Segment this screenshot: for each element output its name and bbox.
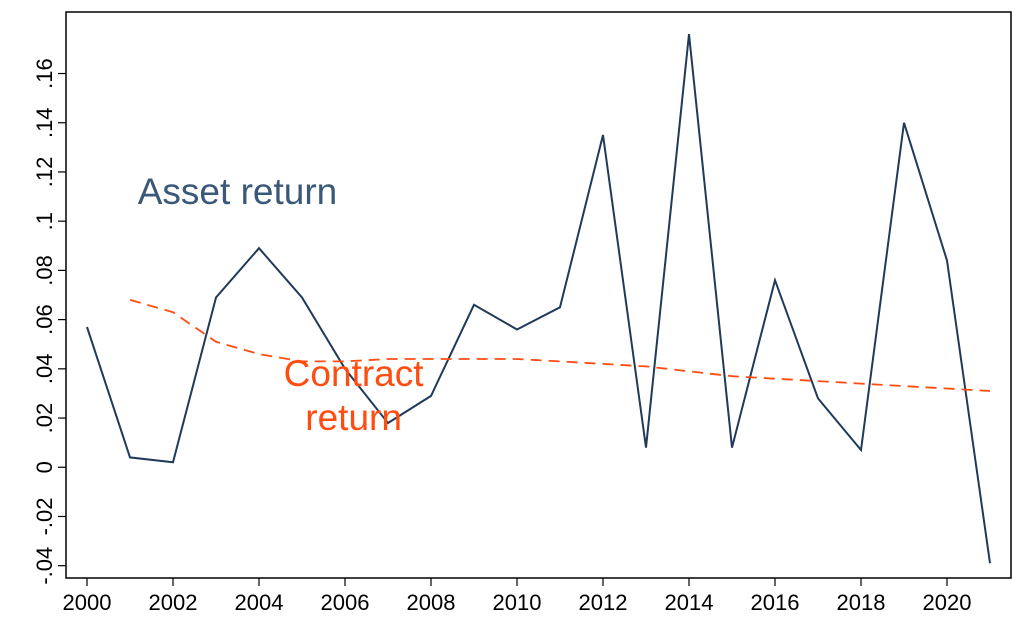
x-tick-label: 2018 [837, 590, 886, 615]
x-tick-label: 2002 [149, 590, 198, 615]
series-line-asset-return [86, 33, 991, 564]
y-tick-label: .12 [32, 157, 57, 188]
y-tick-label: .14 [32, 107, 57, 138]
series-line-contract-return [129, 299, 991, 392]
y-tick-label: -.04 [32, 547, 57, 585]
y-tick-label: .1 [32, 212, 57, 230]
x-tick-label: 2012 [579, 590, 628, 615]
x-tick-label: 2000 [63, 590, 112, 615]
annotation-line: return [305, 397, 402, 438]
series-annotation: Contract return [284, 353, 425, 438]
y-axis: -.04 -.02 0 .02 .04 .06 .08 .1 .12 .14 .16 [32, 58, 66, 585]
y-tick-label: .02 [32, 403, 57, 434]
y-tick-label: .06 [32, 304, 57, 335]
annotation-layer: Asset return Contract return [138, 171, 424, 438]
series-annotation: Asset return [138, 171, 337, 212]
y-tick-label: .16 [32, 58, 57, 89]
x-tick-label: 2020 [923, 590, 972, 615]
annotation-line: Asset return [138, 171, 337, 212]
x-tick-label: 2006 [321, 590, 370, 615]
y-tick-label: .08 [32, 255, 57, 286]
y-tick-label: 0 [32, 461, 57, 473]
x-tick-label: 2016 [751, 590, 800, 615]
x-tick-label: 2004 [235, 590, 284, 615]
y-tick-label: .04 [32, 354, 57, 385]
x-tick-label: 2010 [493, 590, 542, 615]
series-layer [86, 33, 991, 564]
x-tick-label: 2014 [665, 590, 714, 615]
y-tick-label: -.02 [32, 498, 57, 536]
x-axis: 2000 2002 2004 2006 2008 2010 2012 2014 2016 2018… [63, 578, 972, 615]
plot-area [65, 11, 1012, 579]
annotation-line: Contract [284, 353, 425, 394]
x-tick-label: 2008 [407, 590, 456, 615]
